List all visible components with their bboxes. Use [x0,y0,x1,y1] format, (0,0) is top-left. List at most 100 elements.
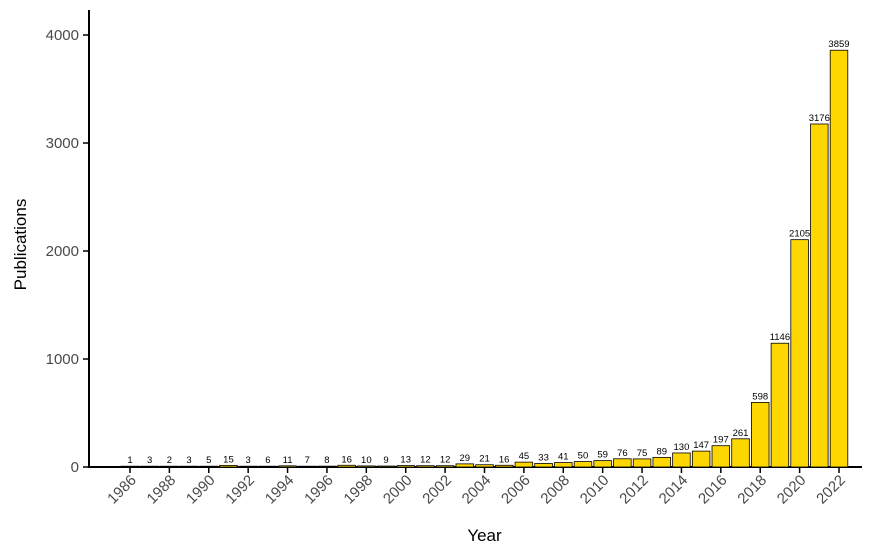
x-tick-label: 1992 [222,472,258,508]
bars [120,49,849,468]
bar-value-label: 89 [656,446,667,457]
bar-2011 [613,458,632,468]
bar-value-label: 12 [440,455,451,466]
bar-value-label: 130 [674,442,690,453]
bar-value-label: 3176 [809,113,830,124]
bar-value-label: 29 [460,453,471,464]
x-tick-label: 2018 [734,472,770,508]
bar-value-label: 9 [383,455,388,466]
bar-value-label: 45 [519,451,530,462]
x-axis-title: Year [467,526,502,545]
bar-value-label: 598 [752,391,768,402]
bar-2005 [494,464,514,468]
x-tick-label: 2002 [419,472,455,508]
x-tick-label: 2012 [616,472,652,508]
bar-1994 [278,465,297,468]
bar-value-label: 12 [420,455,431,466]
bar-value-label: 75 [637,448,648,459]
bar-1997 [337,464,356,468]
x-tick-label: 1998 [341,472,377,508]
bar-2003 [455,463,475,468]
bar-value-label: 7 [305,455,310,466]
bar-value-label: 10 [361,455,372,466]
bar-1989 [179,465,199,468]
y-tick-label: 1000 [46,351,79,368]
bar-value-label: 76 [617,448,628,459]
y-tick-label: 0 [71,459,79,476]
x-tick-label: 2000 [380,472,416,508]
bar-value-label: 50 [578,451,589,462]
axes [88,10,862,468]
x-axis-ticks: 1986 1988 1990 1992 1994 1996 1998 2000 2002 2004… [104,467,849,507]
bar-1990 [199,465,218,468]
bar-value-label: 3 [246,455,251,466]
bar-2009 [573,461,593,468]
bar-2007 [534,463,553,468]
bar-2020 [790,239,809,468]
bar-value-label: 6 [265,455,270,466]
x-tick-label: 1990 [183,472,219,508]
bar-2016 [711,445,731,468]
bar-value-label: 1146 [770,332,790,343]
bar-value-label: 5 [206,455,211,466]
x-tick-label: 2020 [774,472,810,508]
bar-2015 [691,450,711,468]
bar-2012 [632,458,652,468]
bar-value-label: 13 [400,455,411,466]
bar-value-label: 3 [186,455,191,466]
y-axis-title: Publications [11,199,30,291]
bar-2002 [435,465,455,468]
bar-2013 [652,456,671,468]
x-tick-label: 2008 [537,472,573,508]
bar-2004 [475,464,494,468]
x-tick-label: 2014 [656,472,692,508]
y-tick-label: 4000 [46,27,79,44]
x-tick-label: 2016 [695,472,731,508]
bar-2010 [593,460,612,468]
bar-value-labels: 1 3 2 3 5 15 3 6 11 7 8 16 10 9 13 12 12 29 21 16 45 33 41 50 59… [127,39,849,466]
bar-1986 [120,465,140,468]
bar-value-label: 8 [324,455,329,466]
bar-value-label: 16 [341,454,352,465]
bar-value-label: 11 [283,455,293,466]
bar-value-label: 1 [127,455,132,466]
x-tick-label: 2022 [813,472,849,508]
bar-2021 [810,123,829,468]
bar-value-label: 33 [538,452,549,463]
bar-value-label: 41 [558,452,569,463]
x-tick-label: 1986 [104,472,140,508]
bar-1999 [376,465,396,468]
bar-value-label: 59 [597,450,608,461]
y-tick-label: 3000 [46,135,79,152]
x-tick-label: 1988 [144,472,180,508]
bar-2014 [672,452,691,468]
bar-value-label: 2 [167,455,172,466]
bar-value-label: 3859 [828,39,849,50]
bar-value-label: 16 [499,454,510,465]
bar-2006 [514,461,534,468]
bar-2000 [396,465,415,468]
x-tick-label: 1994 [262,472,298,508]
bar-1991 [219,464,238,468]
x-tick-label: 2006 [498,472,534,508]
y-tick-label: 2000 [46,243,79,260]
bar-value-label: 197 [713,435,729,446]
bar-value-label: 147 [693,440,709,451]
x-tick-label: 2010 [577,472,613,508]
bar-value-label: 261 [733,428,749,439]
bar-1987 [140,465,159,468]
bar-1995 [298,465,317,468]
bar-value-label: 21 [479,454,490,465]
bar-2018 [751,402,770,468]
bar-value-label: 2105 [789,229,810,240]
bar-1988 [160,465,179,468]
bar-2017 [731,438,750,468]
bar-1992 [238,465,258,468]
y-axis-ticks: 0 1000 2000 3000 4000 [46,27,89,476]
bar-2019 [770,342,790,468]
bar-value-label: 3 [147,455,152,466]
bar-1998 [357,465,376,468]
x-tick-label: 1996 [301,472,337,508]
bar-value-label: 15 [223,454,234,465]
